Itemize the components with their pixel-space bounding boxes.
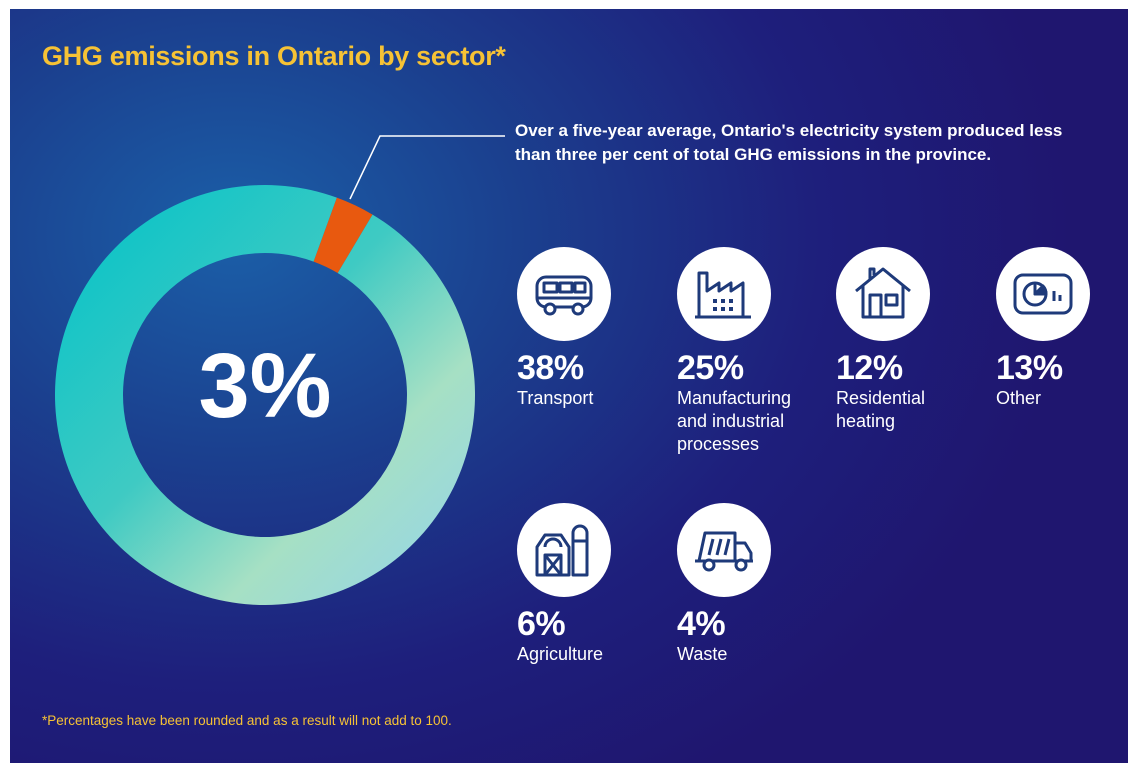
- sector-label: Agriculture: [517, 643, 667, 666]
- sector-label-line: Agriculture: [517, 643, 667, 666]
- sector-label-line: Waste: [677, 643, 827, 666]
- sector-value: 25%: [677, 349, 827, 387]
- sector-label-line: Residential: [836, 387, 986, 410]
- infographic-panel: GHG emissions in Ontario by sector* 3% O…: [10, 9, 1128, 763]
- garbage-truck-icon: [691, 517, 757, 583]
- footnote: *Percentages have been rounded and as a …: [42, 713, 452, 728]
- sector-label-line: Manufacturing: [677, 387, 827, 410]
- donut-center-label: 3%: [199, 335, 332, 437]
- sector-label-line: Other: [996, 387, 1128, 410]
- barn-icon-circle: [517, 503, 611, 597]
- sector-value: 4%: [677, 605, 827, 643]
- sector-value: 38%: [517, 349, 667, 387]
- appliance-icon: [1010, 261, 1076, 327]
- sector-transport: 38% Transport: [517, 247, 667, 410]
- barn-icon: [531, 517, 597, 583]
- sector-label: Residential heating: [836, 387, 986, 433]
- sector-label: Other: [996, 387, 1128, 410]
- sector-agriculture: 6% Agriculture: [517, 503, 667, 666]
- sector-label-line: processes: [677, 433, 827, 456]
- sector-label-line: Transport: [517, 387, 667, 410]
- bus-icon: [531, 261, 597, 327]
- sector-value: 12%: [836, 349, 986, 387]
- sector-waste: 4% Waste: [677, 503, 827, 666]
- bus-icon-circle: [517, 247, 611, 341]
- factory-icon-circle: [677, 247, 771, 341]
- house-icon: [850, 261, 916, 327]
- callout-text: Over a five-year average, Ontario's elec…: [515, 119, 1075, 167]
- callout-leader-line: [350, 136, 505, 199]
- sector-label-line: and industrial: [677, 410, 827, 433]
- sector-manufacturing: 25% Manufacturing and industrial process…: [677, 247, 827, 456]
- sector-value: 13%: [996, 349, 1128, 387]
- garbage-truck-icon-circle: [677, 503, 771, 597]
- sector-value: 6%: [517, 605, 667, 643]
- house-icon-circle: [836, 247, 930, 341]
- sector-residential-heating: 12% Residential heating: [836, 247, 986, 433]
- sector-label: Manufacturing and industrial processes: [677, 387, 827, 456]
- sector-label: Waste: [677, 643, 827, 666]
- sector-other: 13% Other: [996, 247, 1128, 410]
- sector-label: Transport: [517, 387, 667, 410]
- sector-label-line: heating: [836, 410, 986, 433]
- appliance-icon-circle: [996, 247, 1090, 341]
- factory-icon: [691, 261, 757, 327]
